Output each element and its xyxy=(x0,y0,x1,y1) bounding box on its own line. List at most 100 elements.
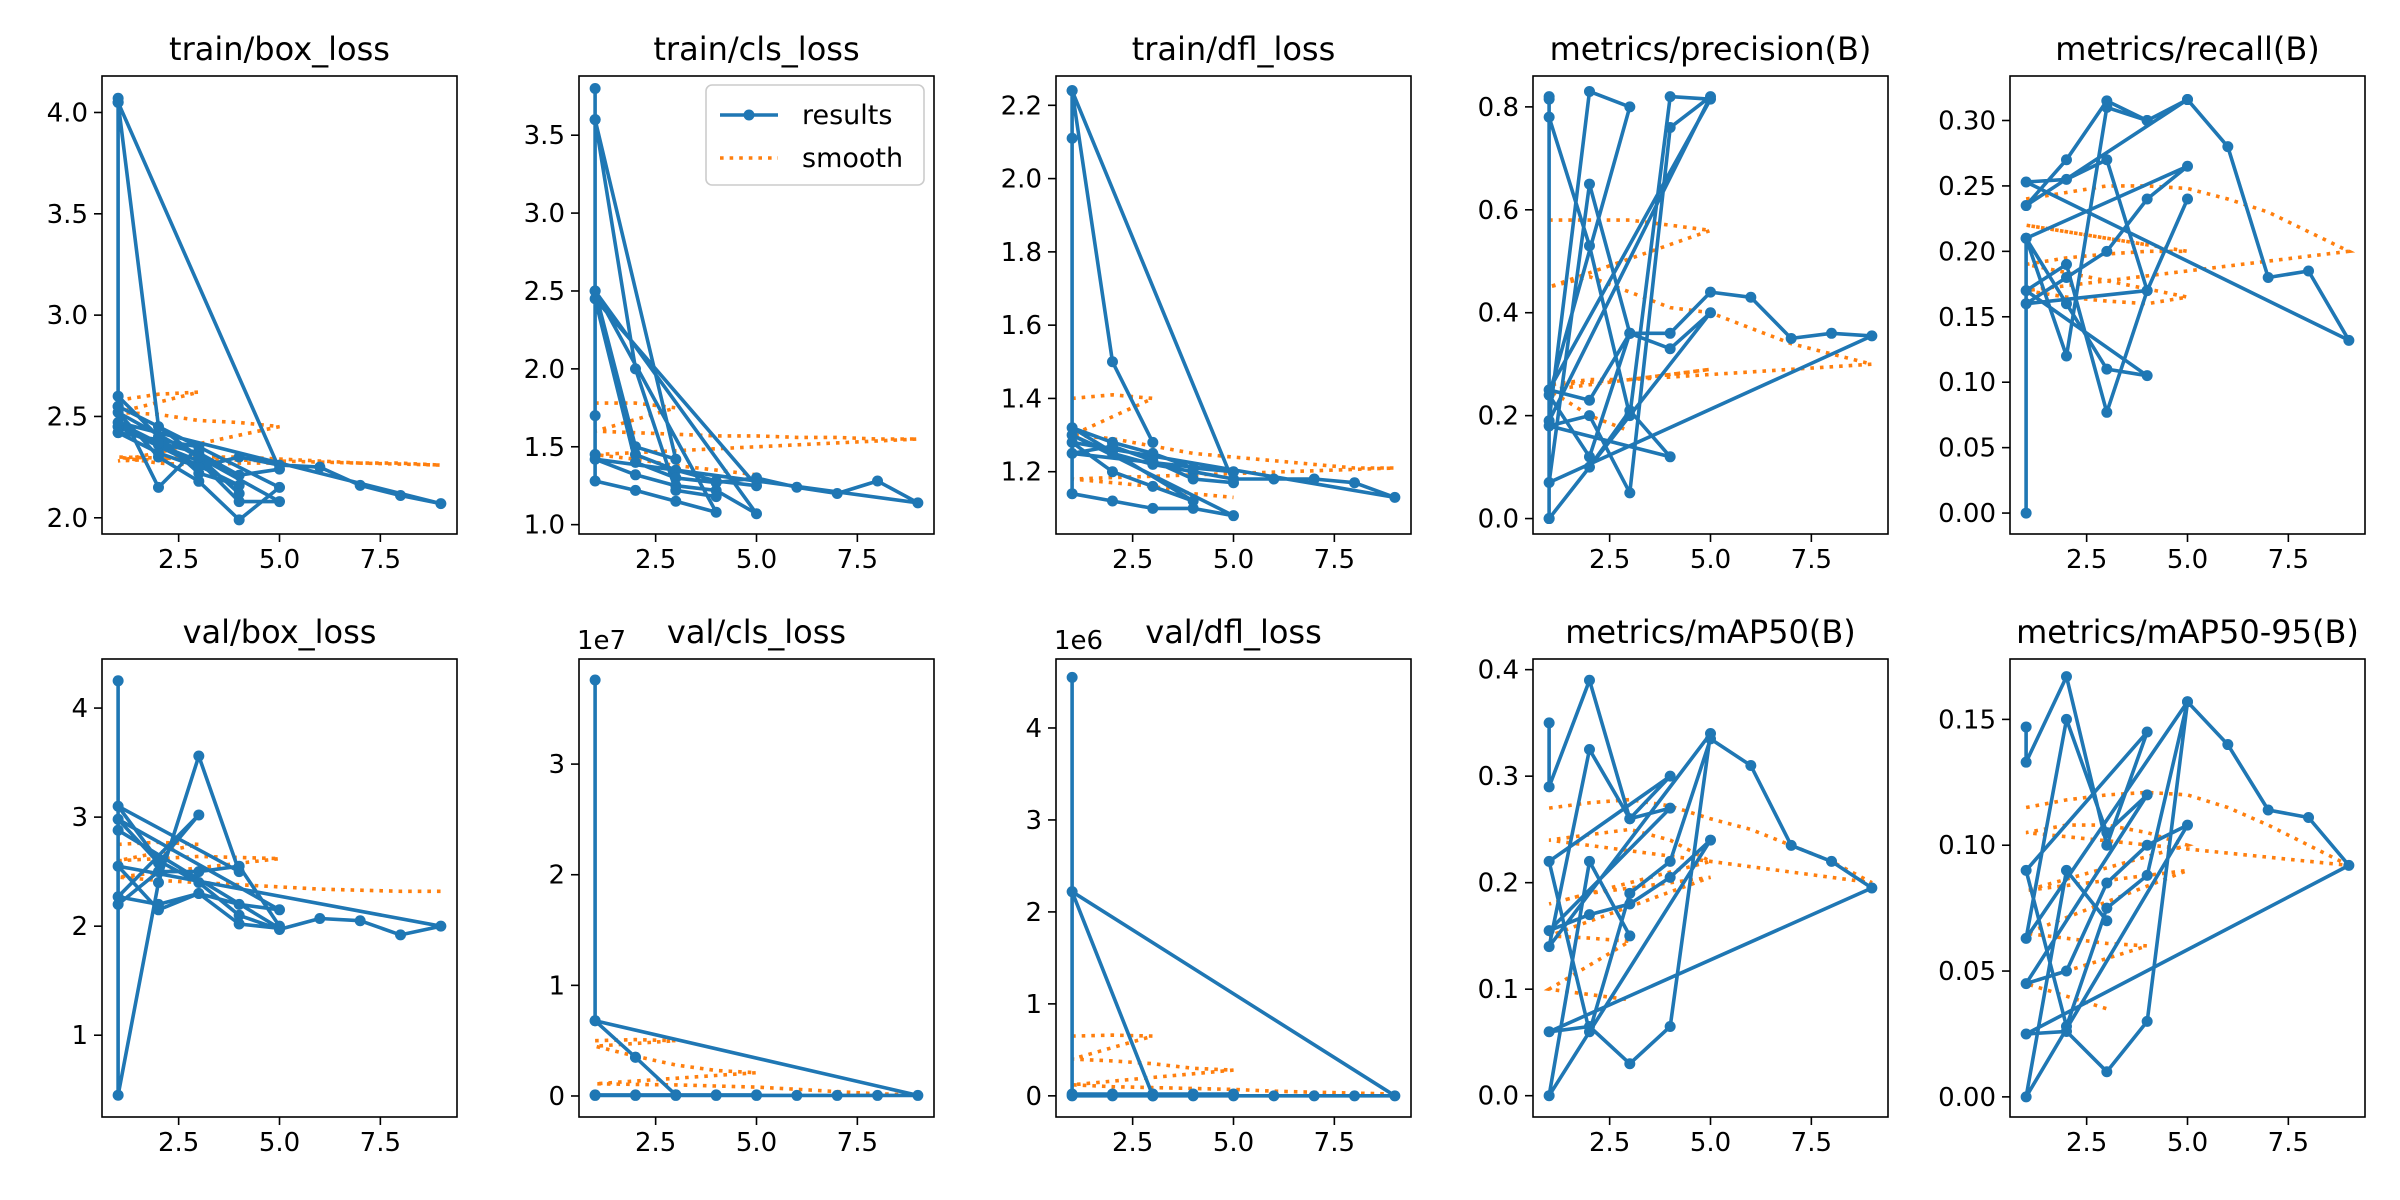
results-point xyxy=(831,487,843,499)
results-point xyxy=(2020,298,2032,310)
results-point xyxy=(354,479,366,491)
results-point xyxy=(2182,696,2193,708)
results-point xyxy=(710,506,722,518)
x-tick-label: 7.5 xyxy=(1791,545,1832,575)
y-tick-label: 3.5 xyxy=(524,121,565,151)
results-point xyxy=(1866,330,1878,342)
plot-area xyxy=(2020,671,2355,1103)
results-point xyxy=(395,489,407,501)
legend-smooth-label: smooth xyxy=(802,143,903,174)
y-tick-label: 3 xyxy=(1025,806,1042,836)
results-point xyxy=(1705,286,1716,298)
results-point xyxy=(1187,1088,1199,1100)
results-point xyxy=(152,447,164,459)
results-point xyxy=(2222,141,2234,153)
results-point xyxy=(2060,1025,2072,1037)
x-tick-label: 7.5 xyxy=(2268,1128,2309,1158)
results-point xyxy=(193,866,205,878)
smooth-line xyxy=(2020,790,2350,1011)
results-point xyxy=(2060,671,2072,683)
results-point xyxy=(1624,930,1636,942)
results-point xyxy=(112,898,124,910)
axes-frame xyxy=(1055,75,1412,535)
y-tick-label: 3 xyxy=(548,750,565,780)
results-point xyxy=(1268,1090,1280,1102)
x-tick-label: 5.0 xyxy=(259,1128,300,1158)
y-tick-label: 0.8 xyxy=(1478,93,1519,123)
subplot-7: val/cls_loss 1e7 2.5 5.0 7.5 0 1 2 3 xyxy=(548,613,935,1158)
subplot-title: train/dfl_loss xyxy=(1132,30,1336,68)
y-tick-label: 1.6 xyxy=(1001,311,1042,341)
results-point xyxy=(2182,193,2193,205)
results-point xyxy=(112,824,124,836)
results-point xyxy=(2101,915,2113,927)
results-point xyxy=(1228,1088,1239,1100)
y-tick-label: 2.0 xyxy=(524,355,565,385)
x-tick-label: 5.0 xyxy=(2167,1128,2208,1158)
results-point xyxy=(2101,902,2113,914)
results-point xyxy=(193,750,205,762)
results-point xyxy=(314,913,326,925)
results-point xyxy=(1583,85,1595,97)
results-point xyxy=(274,904,285,916)
y-tick-label: 2 xyxy=(548,861,565,891)
results-point xyxy=(2020,721,2032,733)
results-point xyxy=(2060,864,2072,876)
results-point xyxy=(193,475,205,487)
results-point xyxy=(1147,1088,1159,1100)
plot-area xyxy=(1065,85,1401,522)
results-point xyxy=(2101,877,2113,889)
x-tick-label: 5.0 xyxy=(2167,545,2208,575)
y-offset-label: 1e6 xyxy=(1054,626,1103,656)
results-point xyxy=(2141,1015,2153,1027)
y-tick-label: 0.00 xyxy=(1938,499,1996,529)
legend: results smooth xyxy=(705,84,925,186)
results-point xyxy=(1543,1026,1555,1038)
smooth-line xyxy=(1543,218,1873,433)
y-tick-label: 1.0 xyxy=(524,511,565,541)
results-point xyxy=(751,1089,762,1101)
y-tick-label: 3.0 xyxy=(47,301,88,331)
results-point xyxy=(1228,466,1239,478)
results-point xyxy=(1583,1020,1595,1032)
results-point xyxy=(1826,327,1838,339)
results-point xyxy=(2262,272,2274,284)
results-point xyxy=(354,915,366,927)
x-tick-label: 5.0 xyxy=(736,545,777,575)
results-point xyxy=(670,453,682,465)
results-point xyxy=(1066,886,1078,898)
subplot-1: train/box_loss 2.5 5.0 7.5 2.0 2.5 3.0 3.5 4.0 xyxy=(47,30,458,575)
y-tick-label: 0.2 xyxy=(1478,869,1519,899)
results-point xyxy=(112,96,124,108)
subplot-2: train/cls_loss 2.5 5.0 7.5 1.0 1.5 2.0 2.5 3.0 3.… xyxy=(524,30,935,575)
results-point xyxy=(1583,744,1595,756)
y-tick-label: 3 xyxy=(71,803,88,833)
results-point xyxy=(112,427,124,439)
smooth-line xyxy=(117,390,441,467)
results-point xyxy=(1624,487,1636,499)
results-point xyxy=(1664,802,1676,814)
results-point xyxy=(1826,855,1838,867)
results-point xyxy=(1066,488,1078,500)
y-tick-label: 2.5 xyxy=(47,402,88,432)
results-point xyxy=(1583,909,1595,921)
results-line xyxy=(593,88,920,516)
x-tick-label: 2.5 xyxy=(1112,1128,1153,1158)
results-point xyxy=(670,464,682,476)
results-point xyxy=(1543,91,1555,103)
results-point xyxy=(2020,932,2032,944)
results-point xyxy=(1866,882,1878,894)
axes-frame xyxy=(1532,658,1889,1118)
results-point xyxy=(791,481,803,493)
results-point xyxy=(1543,717,1555,729)
results-point xyxy=(2182,160,2193,172)
results-point xyxy=(589,410,601,422)
results-point xyxy=(1664,451,1676,463)
axes-frame xyxy=(2009,75,2366,535)
results-point xyxy=(152,866,164,878)
results-point xyxy=(710,477,722,489)
x-tick-label: 2.5 xyxy=(635,1128,676,1158)
x-tick-label: 7.5 xyxy=(837,1128,878,1158)
results-point xyxy=(2020,1028,2032,1040)
y-tick-label: 4 xyxy=(71,694,88,724)
